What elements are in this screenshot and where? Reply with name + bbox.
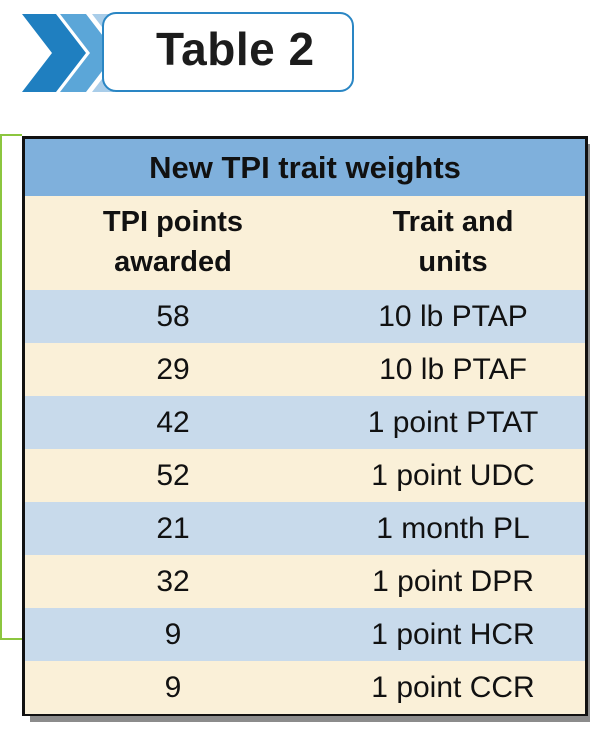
- table-row: 32 1 point DPR: [25, 555, 585, 608]
- points-cell: 21: [156, 512, 190, 545]
- table-row: 21 1 month PL: [25, 502, 585, 555]
- trait-cell: 1 point DPR: [372, 565, 534, 598]
- table-row: 9 1 point CCR: [25, 661, 585, 714]
- trait-cell: 1 point HCR: [371, 618, 535, 651]
- trait-cell: 10 lb PTAP: [378, 300, 528, 333]
- column-header-line: Trait and: [392, 206, 514, 238]
- table-row: 58 10 lb PTAP: [25, 290, 585, 343]
- column-header-trait: Trait and units: [321, 202, 585, 282]
- divider-line: [0, 638, 22, 640]
- points-cell: 42: [156, 406, 190, 439]
- table-row: 9 1 point HCR: [25, 608, 585, 661]
- points-cell: 9: [164, 671, 182, 704]
- column-header-points: TPI points awarded: [25, 202, 321, 282]
- points-cell: 9: [164, 618, 182, 651]
- trait-cell: 1 month PL: [376, 512, 530, 545]
- divider-line: [0, 134, 2, 640]
- table-row: 42 1 point PTAT: [25, 396, 585, 449]
- table-title: New TPI trait weights: [25, 139, 585, 196]
- column-header-line: units: [418, 246, 488, 278]
- trait-weights-table: New TPI trait weights TPI points awarded…: [22, 136, 588, 716]
- column-header-line: awarded: [114, 246, 232, 278]
- points-cell: 32: [156, 565, 190, 598]
- points-cell: 52: [156, 459, 190, 492]
- trait-cell: 1 point PTAT: [367, 406, 539, 439]
- table-row: 52 1 point UDC: [25, 449, 585, 502]
- points-cell: 29: [156, 353, 190, 386]
- title-badge: [102, 12, 354, 92]
- trait-cell: 10 lb PTAF: [379, 353, 527, 386]
- points-cell: 58: [156, 300, 190, 333]
- page-title: Table 2: [156, 23, 315, 75]
- table-row: 29 10 lb PTAF: [25, 343, 585, 396]
- table-header-row: TPI points awarded Trait and units: [25, 196, 585, 290]
- column-header-line: TPI points: [102, 206, 244, 238]
- trait-cell: 1 point CCR: [371, 671, 535, 704]
- trait-cell: 1 point UDC: [371, 459, 535, 492]
- divider-line: [0, 134, 22, 136]
